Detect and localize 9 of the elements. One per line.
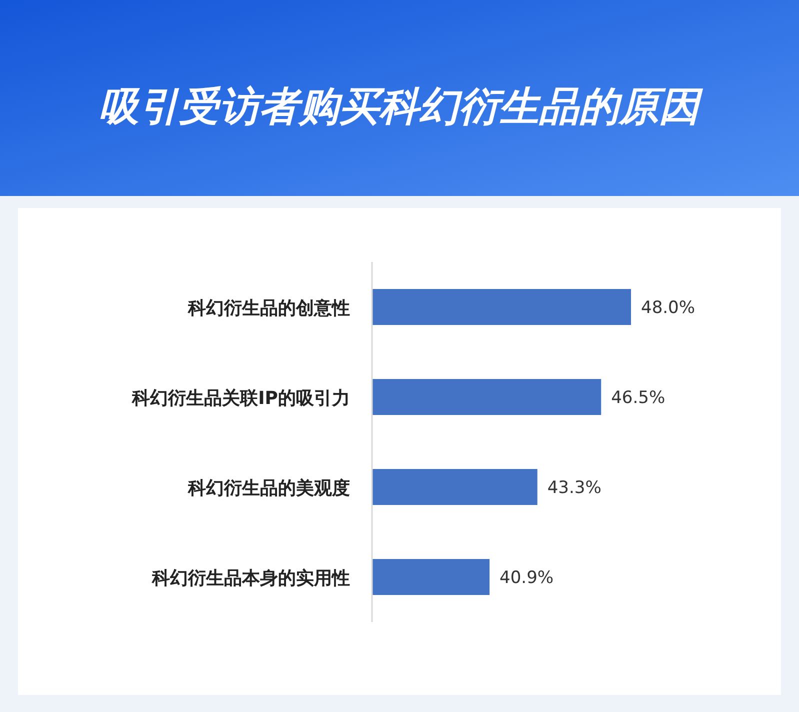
data-label: 48.0%	[641, 298, 696, 318]
y-tick-label: 科幻衍生品本身的实用性	[151, 568, 350, 589]
y-tick-label: 科幻衍生品的美观度	[187, 478, 350, 499]
data-label: 46.5%	[611, 388, 666, 408]
data-label: 43.3%	[547, 478, 602, 498]
data-label: 40.9%	[500, 568, 554, 588]
y-tick-label: 科幻衍生品关联IP的吸引力	[131, 388, 350, 409]
chart-title: 吸引受访者购买科幻衍生品的原因	[99, 84, 704, 130]
y-tick-label: 科幻衍生品的创意性	[187, 298, 350, 319]
